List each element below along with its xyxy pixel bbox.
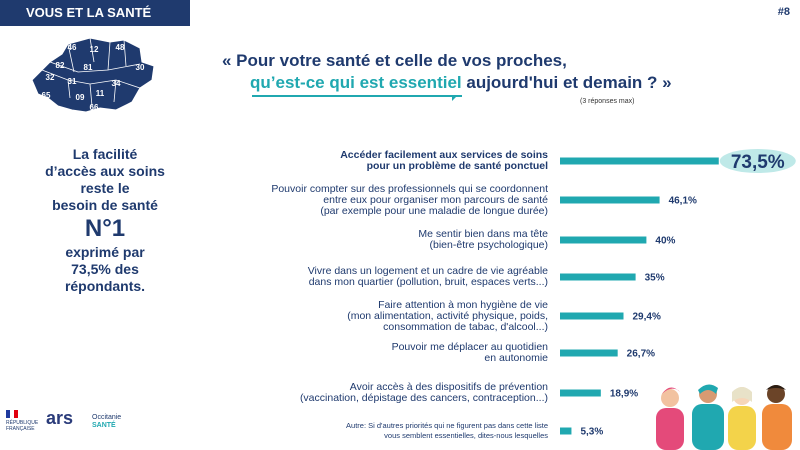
map-label-12: 12 — [90, 45, 99, 54]
people-illustration — [656, 384, 792, 450]
slide-number: #8 — [777, 6, 790, 18]
question-line2: qu’est-ce qui est essentiel aujourd'hui … — [222, 72, 692, 94]
category-label-0: Accéder facilement aux services de soins… — [340, 149, 548, 172]
map-label-32: 32 — [46, 73, 55, 82]
occitanie-sante-logo: Occitanie SANTÉ — [92, 414, 121, 430]
category-label-6: Avoir accès à des dispositifs de prévent… — [299, 381, 548, 404]
bar-0 — [560, 157, 719, 165]
category-label-4: Faire attention à mon hygiène de vie (mon… — [347, 298, 548, 333]
question-underline — [252, 95, 462, 97]
underline-tail — [452, 95, 458, 101]
map-label-11: 11 — [96, 89, 105, 98]
map-label-65: 65 — [42, 91, 51, 100]
occitanie-text: Occitanie — [92, 414, 122, 421]
value-label-1: 46,1% — [669, 196, 697, 207]
value-label-2: 40% — [655, 236, 675, 247]
map-label-09: 09 — [76, 93, 85, 102]
sante-text: SANTÉ — [92, 422, 116, 429]
map-label-82: 82 — [56, 61, 65, 70]
ars-logo: ars — [46, 408, 74, 428]
bar-5 — [560, 349, 618, 357]
key-finding-line1: La facilité — [72, 146, 138, 162]
map-shape — [31, 37, 155, 113]
bar-6 — [560, 389, 601, 397]
key-finding-line6: 73,5% des — [71, 261, 139, 277]
value-label-6: 18,9% — [610, 389, 638, 400]
bar-3 — [560, 273, 636, 281]
key-finding-line3: reste le — [80, 180, 130, 196]
category-label-7: Autre: Si d'autres priorités qui ne figu… — [346, 421, 548, 440]
question-note: (3 réponses max) — [580, 98, 635, 105]
occitanie-map: 46 12 48 82 81 30 32 31 34 65 09 11 66 — [31, 37, 155, 113]
value-label-3: 35% — [645, 273, 665, 284]
bar-4 — [560, 312, 624, 320]
map-label-48: 48 — [116, 43, 125, 52]
map-label-66: 66 — [90, 103, 99, 112]
map-label-46: 46 — [68, 43, 77, 52]
value-label-4: 29,4% — [633, 312, 661, 323]
value-label-7: 5,3% — [580, 427, 603, 438]
category-label-2: Me sentir bien dans ma tête (bien-être ps… — [418, 228, 548, 251]
question-title: « Pour votre santé et celle de vos proch… — [222, 50, 692, 94]
section-tag: VOUS ET LA SANTÉ — [0, 0, 190, 26]
flag-icon — [6, 410, 18, 418]
category-label-3: Vivre dans un logement et un cadre de vi… — [307, 265, 548, 288]
key-finding-line7: répondants. — [64, 278, 146, 294]
map-label-30: 30 — [136, 63, 145, 72]
bar-7 — [560, 427, 572, 435]
key-finding-line2: d’accès aux soins — [45, 163, 165, 179]
key-finding-line4: besoin de santé — [52, 197, 158, 213]
bar-1 — [560, 196, 660, 204]
key-finding: La facilité d’accès aux soins reste le b… — [40, 146, 170, 295]
republique-logo: RÉPUBLIQUE FRANÇAISE — [6, 410, 40, 432]
category-label-5: Pouvoir me déplacer au quotidien en auton… — [391, 341, 548, 364]
key-finding-rank: N°1 — [84, 215, 126, 242]
value-label-5: 26,7% — [627, 349, 655, 360]
republique-text: RÉPUBLIQUE FRANÇAISE — [6, 420, 39, 432]
question-line1: « Pour votre santé et celle de vos proch… — [222, 51, 567, 70]
value-label-0: 73,5% — [731, 152, 785, 173]
map-label-31: 31 — [68, 77, 77, 86]
bar-2 — [560, 236, 647, 244]
key-finding-line5: exprimé par — [65, 244, 145, 260]
question-highlight: qu’est-ce qui est essentiel — [250, 73, 462, 92]
category-label-1: Pouvoir compter sur des professionnels q… — [271, 182, 548, 217]
highlight-bubble — [719, 149, 796, 173]
map-label-81: 81 — [84, 63, 93, 72]
question-line2-rest: aujourd'hui et demain ? » — [461, 73, 672, 92]
map-label-34: 34 — [112, 79, 121, 88]
